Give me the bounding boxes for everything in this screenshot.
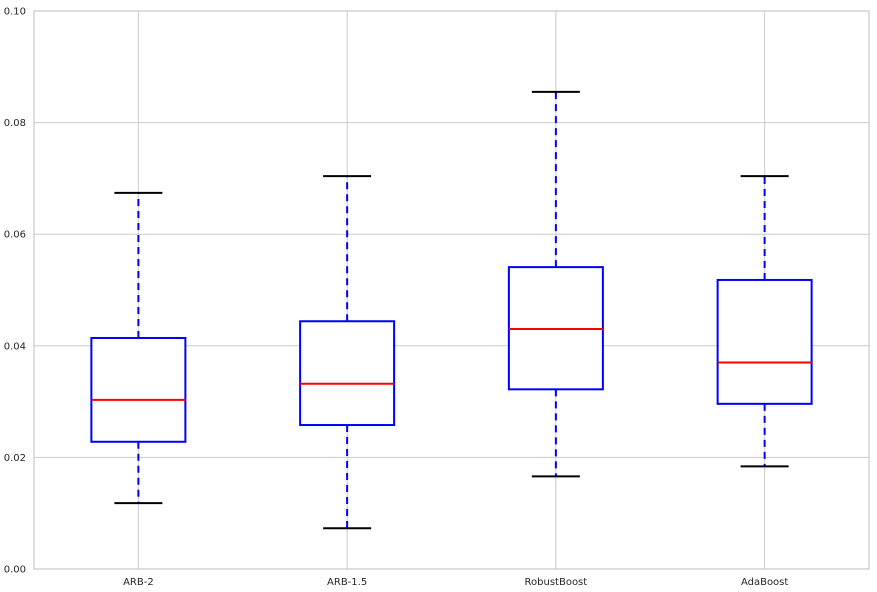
x-tick-label: AdaBoost: [741, 577, 788, 588]
plot-frame: [33, 10, 870, 570]
x-tick-label: ARB-2: [123, 577, 154, 588]
y-tick-label: 0.02: [4, 453, 26, 464]
box-group: [90, 191, 187, 505]
y-tick-label: 0.04: [4, 341, 26, 352]
boxes-layer: [90, 90, 813, 530]
y-tick-label: 0.08: [4, 118, 26, 129]
x-tick-label: ARB-1.5: [327, 577, 367, 588]
x-tick-label: RobustBoost: [525, 577, 588, 588]
iqr-box: [299, 320, 396, 427]
box-group: [716, 175, 813, 468]
y-tick-label: 0.00: [4, 565, 26, 576]
x-axis-tick-labels: ARB-2 ARB-1.5 RobustBoost AdaBoost: [123, 577, 788, 588]
box-group: [507, 90, 604, 478]
y-tick-label: 0.06: [4, 230, 26, 241]
y-tick-label: 0.10: [4, 7, 26, 18]
box-group: [299, 175, 396, 530]
iqr-box: [90, 336, 187, 443]
iqr-box: [716, 278, 813, 405]
y-axis-tick-labels: 0.00 0.02 0.04 0.06 0.08 0.10: [4, 7, 26, 576]
